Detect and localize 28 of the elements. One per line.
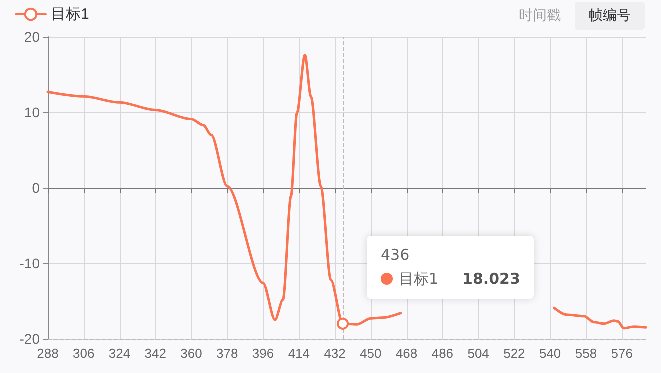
x-tick-label: 450 [360,346,382,361]
x-tick-label: 468 [396,346,418,361]
x-tick-label: 558 [575,346,598,361]
y-tick-label: -20 [20,331,40,347]
x-tick-label: 486 [432,346,454,361]
x-tick-label: 522 [504,346,526,361]
x-tick-label: 288 [37,346,59,361]
annotation: 目标1 [399,270,439,289]
x-tick-label: 540 [539,346,562,361]
y-tick-label: 0 [32,180,40,196]
x-tick-label: 360 [180,346,202,361]
y-tick-label: 10 [24,104,40,120]
x-tick-label: 414 [288,346,310,361]
x-tick-label: 576 [611,346,633,361]
annotation: 18.023 [462,270,520,288]
x-tick-label: 396 [252,346,274,361]
y-tick-label: -10 [20,256,40,272]
x-tick-label: 378 [216,346,238,361]
x-tick-label: 306 [73,346,95,361]
x-tick-label: 432 [324,346,346,361]
text: 时间戳 [518,7,562,26]
x-tick-label: 324 [108,346,131,361]
y-tick-label: 20 [24,29,40,45]
annotation: 436 [381,246,411,264]
x-tick-label: 504 [468,346,490,361]
text: 帧编号 [575,2,645,30]
x-tick-label: 342 [144,346,166,361]
legend-label: 目标1 [51,6,90,23]
